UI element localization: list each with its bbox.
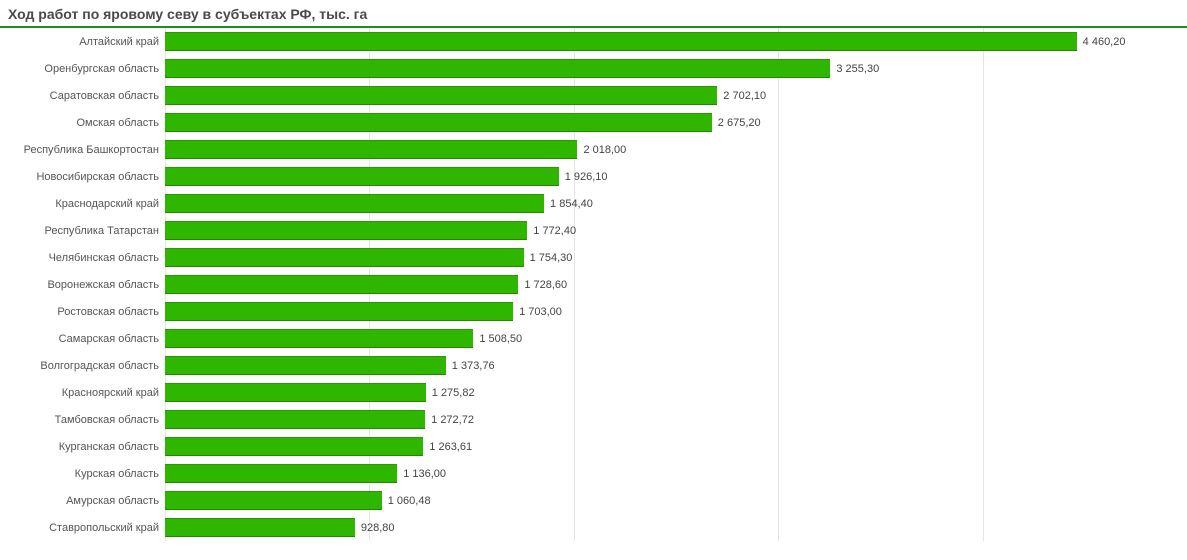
bar xyxy=(165,59,830,78)
chart-row: Самарская область 1 508,50 xyxy=(0,325,1187,352)
category-label: Воронежская область xyxy=(0,279,165,291)
bar xyxy=(165,113,712,132)
bar-track: 1 772,40 xyxy=(165,217,1187,244)
chart-row: Воронежская область 1 728,60 xyxy=(0,271,1187,298)
category-label: Амурская область xyxy=(0,495,165,507)
bar-track: 1 060,48 xyxy=(165,487,1187,514)
category-label: Республика Татарстан xyxy=(0,225,165,237)
value-label: 1 508,50 xyxy=(479,325,522,352)
bar xyxy=(165,518,355,537)
value-label: 1 060,48 xyxy=(388,487,431,514)
chart-row: Омская область 2 675,20 xyxy=(0,109,1187,136)
bar-track: 1 373,76 xyxy=(165,352,1187,379)
value-label: 2 675,20 xyxy=(718,109,761,136)
value-label: 1 263,61 xyxy=(429,433,472,460)
bar xyxy=(165,302,513,321)
bar-track: 1 703,00 xyxy=(165,298,1187,325)
value-label: 2 702,10 xyxy=(723,82,766,109)
bar xyxy=(165,221,527,240)
value-label: 928,80 xyxy=(361,514,395,541)
chart-row: Амурская область 1 060,48 xyxy=(0,487,1187,514)
bar xyxy=(165,140,577,159)
chart-title: Ход работ по яровому севу в субъектах РФ… xyxy=(0,0,1187,28)
bar-track: 1 275,82 xyxy=(165,379,1187,406)
value-label: 4 460,20 xyxy=(1083,28,1126,55)
value-label: 1 772,40 xyxy=(533,217,576,244)
value-label: 1 728,60 xyxy=(524,271,567,298)
bar-track: 1 728,60 xyxy=(165,271,1187,298)
chart-row: Челябинская область 1 754,30 xyxy=(0,244,1187,271)
bar-track: 1 263,61 xyxy=(165,433,1187,460)
bar xyxy=(165,329,473,348)
value-label: 3 255,30 xyxy=(836,55,879,82)
bar-track: 1 854,40 xyxy=(165,190,1187,217)
bar-track: 1 754,30 xyxy=(165,244,1187,271)
bar xyxy=(165,464,397,483)
value-label: 1 754,30 xyxy=(530,244,573,271)
bar xyxy=(165,383,426,402)
category-label: Тамбовская область xyxy=(0,414,165,426)
chart-row: Волгоградская область 1 373,76 xyxy=(0,352,1187,379)
bar xyxy=(165,491,382,510)
category-label: Республика Башкортостан xyxy=(0,144,165,156)
bar-track: 4 460,20 xyxy=(165,28,1187,55)
bar xyxy=(165,437,423,456)
value-label: 1 373,76 xyxy=(452,352,495,379)
category-label: Курганская область xyxy=(0,441,165,453)
bar-track: 928,80 xyxy=(165,514,1187,541)
value-label: 1 703,00 xyxy=(519,298,562,325)
chart-row: Ставропольский край 928,80 xyxy=(0,514,1187,541)
chart-row: Ростовская область 1 703,00 xyxy=(0,298,1187,325)
category-label: Новосибирская область xyxy=(0,171,165,183)
bar xyxy=(165,194,544,213)
bar xyxy=(165,86,717,105)
category-label: Алтайский край xyxy=(0,36,165,48)
chart-row: Краснодарский край 1 854,40 xyxy=(0,190,1187,217)
chart-row: Тамбовская область 1 272,72 xyxy=(0,406,1187,433)
category-label: Ставропольский край xyxy=(0,522,165,534)
chart-row: Курская область 1 136,00 xyxy=(0,460,1187,487)
value-label: 1 136,00 xyxy=(403,460,446,487)
bar xyxy=(165,356,446,375)
bar-track: 1 508,50 xyxy=(165,325,1187,352)
category-label: Самарская область xyxy=(0,333,165,345)
value-label: 1 926,10 xyxy=(565,163,608,190)
category-label: Курская область xyxy=(0,468,165,480)
chart-row: Оренбургская область 3 255,30 xyxy=(0,55,1187,82)
chart-row: Курганская область 1 263,61 xyxy=(0,433,1187,460)
chart-row: Саратовская область 2 702,10 xyxy=(0,82,1187,109)
category-label: Челябинская область xyxy=(0,252,165,264)
chart-row: Республика Башкортостан 2 018,00 xyxy=(0,136,1187,163)
bar-track: 3 255,30 xyxy=(165,55,1187,82)
chart-container: Ход работ по яровому севу в субъектах РФ… xyxy=(0,0,1187,560)
chart-row: Республика Татарстан 1 772,40 xyxy=(0,217,1187,244)
category-label: Волгоградская область xyxy=(0,360,165,372)
category-label: Оренбургская область xyxy=(0,63,165,75)
category-label: Ростовская область xyxy=(0,306,165,318)
bar-track: 2 702,10 xyxy=(165,82,1187,109)
category-label: Омская область xyxy=(0,117,165,129)
bar-track: 1 926,10 xyxy=(165,163,1187,190)
category-label: Саратовская область xyxy=(0,90,165,102)
bar xyxy=(165,248,524,267)
value-label: 1 272,72 xyxy=(431,406,474,433)
chart-row: Красноярский край 1 275,82 xyxy=(0,379,1187,406)
chart-row: Алтайский край 4 460,20 xyxy=(0,28,1187,55)
category-label: Краснодарский край xyxy=(0,198,165,210)
bar xyxy=(165,167,559,186)
bar-track: 1 136,00 xyxy=(165,460,1187,487)
value-label: 2 018,00 xyxy=(583,136,626,163)
bar xyxy=(165,275,518,294)
value-label: 1 275,82 xyxy=(432,379,475,406)
value-label: 1 854,40 xyxy=(550,190,593,217)
category-label: Красноярский край xyxy=(0,387,165,399)
bar-track: 1 272,72 xyxy=(165,406,1187,433)
plot-area: Алтайский край4 460,20Оренбургская облас… xyxy=(0,28,1187,541)
bar-track: 2 018,00 xyxy=(165,136,1187,163)
chart-row: Новосибирская область 1 926,10 xyxy=(0,163,1187,190)
bar-track: 2 675,20 xyxy=(165,109,1187,136)
bar xyxy=(165,32,1077,51)
bar xyxy=(165,410,425,429)
